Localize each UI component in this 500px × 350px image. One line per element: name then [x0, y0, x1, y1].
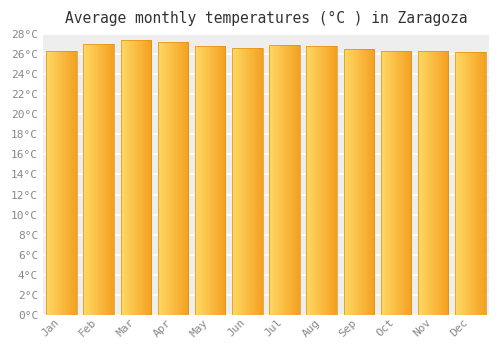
- Bar: [381, 51, 411, 315]
- Bar: [84, 44, 114, 315]
- Bar: [270, 45, 300, 315]
- Title: Average monthly temperatures (°C ) in Zaragoza: Average monthly temperatures (°C ) in Za…: [64, 11, 467, 26]
- Bar: [158, 42, 188, 315]
- Bar: [344, 49, 374, 315]
- Bar: [232, 48, 262, 315]
- Bar: [455, 52, 486, 315]
- Bar: [418, 51, 448, 315]
- Bar: [120, 40, 151, 315]
- Bar: [46, 51, 77, 315]
- Bar: [306, 46, 337, 315]
- Bar: [195, 46, 226, 315]
